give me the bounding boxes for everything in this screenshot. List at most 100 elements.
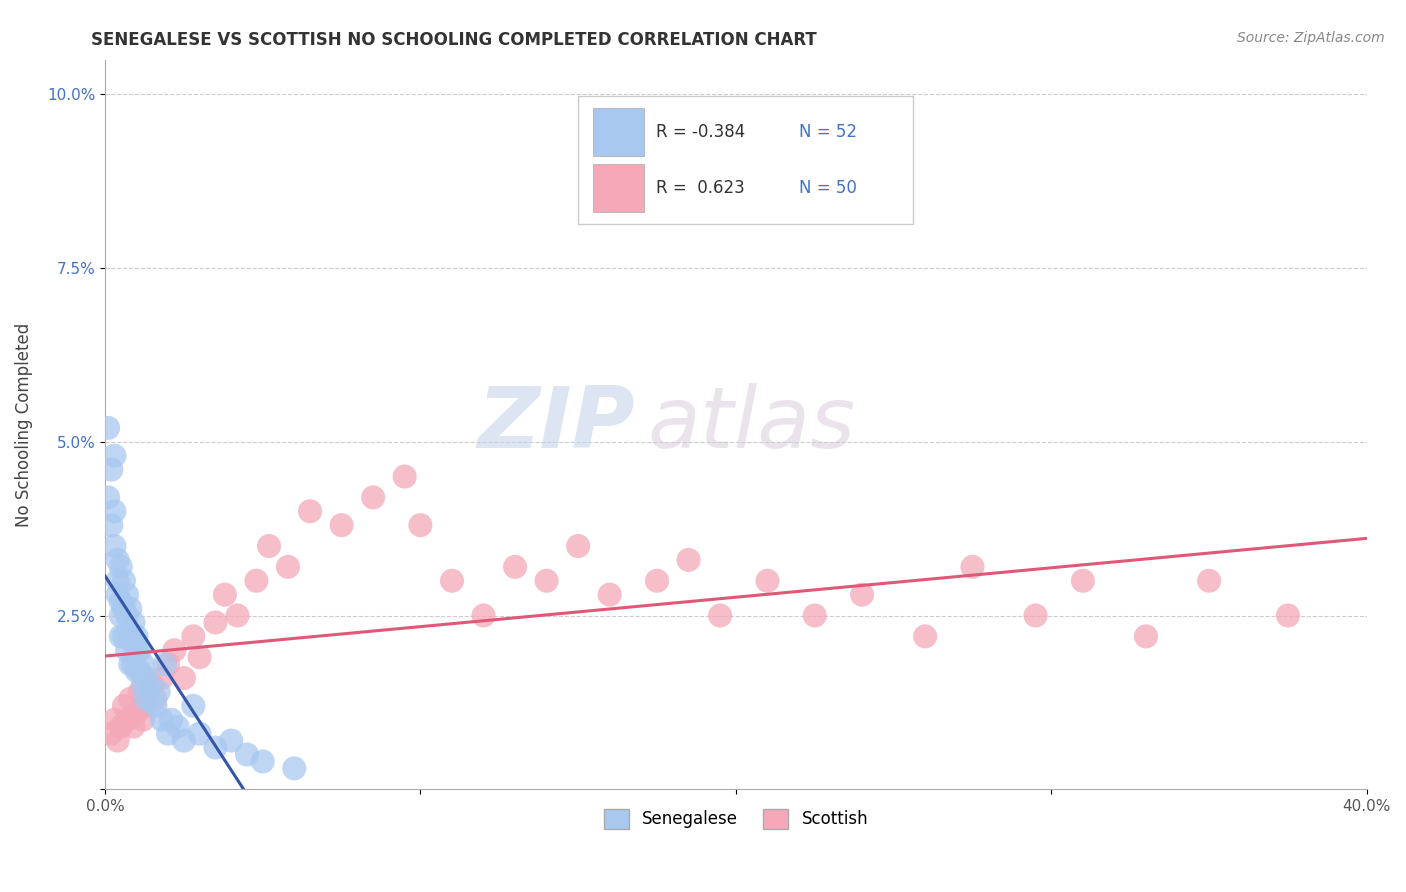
Point	[163, 643, 186, 657]
Text: N = 50: N = 50	[799, 179, 856, 197]
Point	[115, 643, 138, 657]
Point	[120, 657, 142, 672]
Point	[150, 713, 173, 727]
Point	[125, 643, 148, 657]
Point	[181, 698, 204, 713]
Point	[283, 761, 305, 775]
Point	[125, 664, 148, 678]
Point	[409, 518, 432, 533]
Point	[128, 643, 150, 657]
Text: R = -0.384: R = -0.384	[657, 123, 745, 141]
Point	[103, 504, 125, 518]
Point	[503, 559, 526, 574]
Point	[204, 740, 226, 755]
Point	[110, 559, 132, 574]
Y-axis label: No Schooling Completed: No Schooling Completed	[15, 322, 32, 526]
Text: R =  0.623: R = 0.623	[657, 179, 745, 197]
Point	[141, 678, 163, 692]
Point	[100, 518, 122, 533]
Point	[914, 629, 936, 643]
Text: N = 52: N = 52	[799, 123, 858, 141]
Point	[1198, 574, 1220, 588]
Point	[157, 726, 180, 740]
Point	[103, 539, 125, 553]
Point	[103, 449, 125, 463]
Point	[110, 629, 132, 643]
Point	[153, 657, 176, 672]
Point	[440, 574, 463, 588]
Point	[112, 574, 135, 588]
Point	[394, 469, 416, 483]
Point	[257, 539, 280, 553]
Point	[122, 615, 145, 630]
Point	[252, 755, 274, 769]
Point	[122, 657, 145, 672]
Point	[115, 588, 138, 602]
Point	[132, 678, 155, 692]
Point	[1025, 608, 1047, 623]
Point	[145, 692, 167, 706]
Point	[107, 733, 129, 747]
Point	[135, 692, 157, 706]
Point	[245, 574, 267, 588]
Point	[103, 713, 125, 727]
Point	[645, 574, 668, 588]
Point	[330, 518, 353, 533]
Point	[132, 713, 155, 727]
Point	[709, 608, 731, 623]
Point	[962, 559, 984, 574]
Point	[181, 629, 204, 643]
Point	[204, 615, 226, 630]
Point	[599, 588, 621, 602]
Point	[236, 747, 259, 762]
Point	[107, 588, 129, 602]
Point	[803, 608, 825, 623]
Point	[120, 601, 142, 615]
Point	[138, 678, 160, 692]
Point	[361, 491, 384, 505]
Point	[1135, 629, 1157, 643]
Point	[277, 559, 299, 574]
Point	[756, 574, 779, 588]
Point	[135, 698, 157, 713]
Text: Source: ZipAtlas.com: Source: ZipAtlas.com	[1237, 31, 1385, 45]
Point	[135, 671, 157, 685]
Point	[125, 706, 148, 720]
Point	[97, 421, 120, 435]
Point	[148, 685, 170, 699]
Point	[120, 629, 142, 643]
Point	[150, 671, 173, 685]
Point	[173, 733, 195, 747]
Text: atlas: atlas	[648, 383, 856, 466]
Point	[110, 594, 132, 608]
Point	[112, 601, 135, 615]
Point	[188, 726, 211, 740]
Point	[125, 629, 148, 643]
Point	[128, 685, 150, 699]
Point	[122, 720, 145, 734]
Point	[472, 608, 495, 623]
Point	[110, 720, 132, 734]
Point	[173, 671, 195, 685]
Point	[145, 698, 167, 713]
Point	[226, 608, 249, 623]
Point	[112, 698, 135, 713]
Point	[188, 650, 211, 665]
Point	[214, 588, 236, 602]
Point	[100, 726, 122, 740]
Point	[1071, 574, 1094, 588]
Text: SENEGALESE VS SCOTTISH NO SCHOOLING COMPLETED CORRELATION CHART: SENEGALESE VS SCOTTISH NO SCHOOLING COMP…	[91, 31, 817, 49]
Point	[157, 657, 180, 672]
Point	[166, 720, 188, 734]
Point	[115, 713, 138, 727]
Point	[128, 664, 150, 678]
FancyBboxPatch shape	[593, 108, 644, 155]
Point	[110, 608, 132, 623]
Point	[132, 657, 155, 672]
Point	[299, 504, 322, 518]
Point	[97, 491, 120, 505]
Point	[115, 608, 138, 623]
Point	[1277, 608, 1299, 623]
Point	[107, 553, 129, 567]
Point	[536, 574, 558, 588]
